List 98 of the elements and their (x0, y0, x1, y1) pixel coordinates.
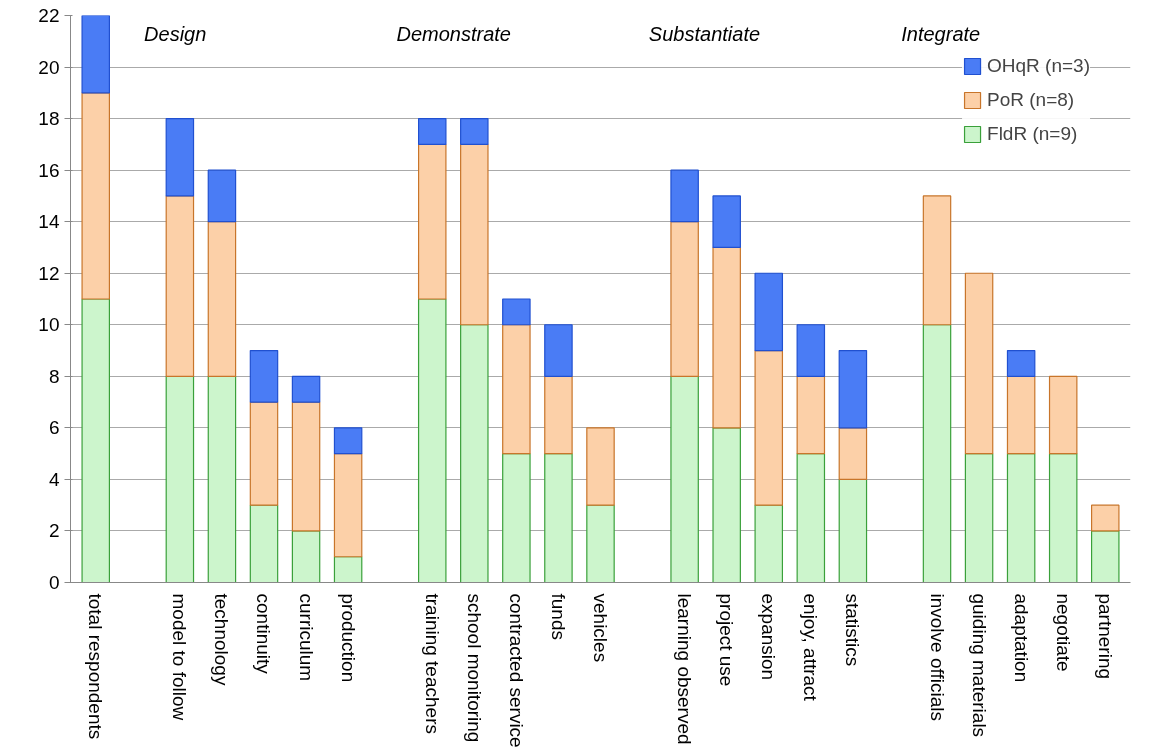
x-tick-label: model to follow (169, 593, 191, 721)
bar (291, 530, 321, 583)
bar (712, 246, 741, 429)
bar (586, 504, 615, 583)
bar (544, 375, 573, 455)
bar (754, 349, 784, 506)
bar (796, 375, 826, 455)
bar (291, 375, 321, 403)
bar (670, 169, 699, 223)
x-tick-label: vehicles (590, 593, 611, 663)
bar (922, 195, 952, 326)
bar (1048, 375, 1078, 455)
y-tick-label: 4 (48, 468, 60, 490)
bar (964, 272, 994, 455)
bar (964, 453, 994, 583)
bar (417, 143, 447, 300)
bar (712, 195, 741, 249)
x-tick-label: enjoy, attract (800, 593, 822, 702)
bar (417, 117, 447, 145)
bar (291, 401, 321, 532)
x-tick-label: training teachers (421, 593, 443, 734)
x-tick-label: expansion (758, 593, 780, 681)
x-tick-label: learning observed (674, 593, 696, 745)
legend-label: FldR (n=9) (987, 123, 1078, 145)
bar (207, 169, 237, 223)
bar (207, 221, 237, 377)
bar (1006, 375, 1036, 455)
x-tick-label: curriculum (295, 593, 317, 682)
x-tick-label: partnering (1094, 593, 1116, 680)
x-tick-label: adaptation (1010, 593, 1032, 683)
bar (249, 349, 279, 403)
bar (1090, 530, 1120, 583)
bar (417, 298, 447, 583)
x-tick-label: school monitoring (463, 593, 485, 743)
x-tick-label: statistics (842, 593, 864, 667)
bar (333, 427, 363, 455)
y-tick-label: 10 (38, 314, 60, 336)
bar (460, 143, 489, 326)
bar (81, 92, 111, 300)
y-tick-label: 20 (38, 56, 60, 78)
bar (165, 117, 195, 197)
bar (838, 349, 868, 429)
y-tick-label: 12 (38, 262, 60, 284)
bar (922, 324, 952, 583)
x-tick-label: involve officials (926, 593, 948, 721)
bar (333, 453, 363, 558)
bar (796, 324, 826, 377)
x-tick-label: negotiate (1052, 593, 1074, 672)
annotation: Demonstrate (396, 22, 511, 45)
x-tick-label: technology (211, 593, 233, 686)
bar (460, 324, 489, 583)
legend-label: PoR (n=8) (987, 89, 1075, 111)
bar (502, 324, 531, 455)
x-tick-label: production (337, 593, 359, 683)
bar (754, 272, 784, 352)
bar (249, 504, 279, 583)
annotation: Integrate (901, 22, 981, 45)
y-tick-label: 18 (38, 108, 60, 130)
x-tick-label: project use (716, 593, 738, 687)
y-tick-label: 0 (48, 572, 60, 593)
bar (165, 375, 195, 583)
y-tick-label: 22 (38, 5, 60, 26)
bar (1006, 349, 1036, 377)
y-tick-label: 16 (38, 159, 60, 181)
bar (544, 453, 573, 583)
legend-label: OHqR (n=3) (987, 55, 1090, 77)
bar (165, 195, 195, 377)
bar (460, 117, 489, 145)
bar (754, 504, 784, 583)
annotation: Design (144, 22, 207, 45)
bar (1006, 453, 1036, 583)
bar (1090, 504, 1120, 532)
y-tick-label: 2 (48, 520, 60, 542)
bar (838, 478, 868, 583)
annotation: Substantiate (648, 22, 761, 45)
x-tick-label: total respondents (85, 593, 107, 740)
bar (712, 427, 741, 583)
bar (81, 15, 111, 94)
bar (544, 324, 573, 377)
bar (502, 453, 531, 583)
bar (838, 427, 868, 481)
bar (670, 221, 699, 377)
bar (502, 298, 531, 326)
x-tick-label: contracted service (505, 593, 527, 748)
bar (81, 298, 111, 583)
bar (1048, 453, 1078, 583)
bar (586, 427, 615, 506)
bar (207, 375, 237, 583)
y-tick-label: 14 (38, 211, 60, 233)
y-tick-label: 6 (48, 417, 60, 439)
bar (796, 453, 826, 583)
bar (333, 556, 363, 583)
x-tick-label: funds (547, 593, 569, 640)
y-tick-label: 8 (48, 365, 60, 387)
bar (670, 375, 699, 583)
x-tick-label: guiding materials (968, 593, 990, 738)
x-tick-label: continuity (253, 593, 275, 675)
bar (249, 401, 279, 506)
